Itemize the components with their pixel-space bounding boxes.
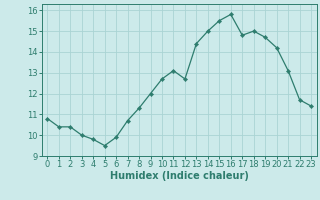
X-axis label: Humidex (Indice chaleur): Humidex (Indice chaleur) (110, 171, 249, 181)
